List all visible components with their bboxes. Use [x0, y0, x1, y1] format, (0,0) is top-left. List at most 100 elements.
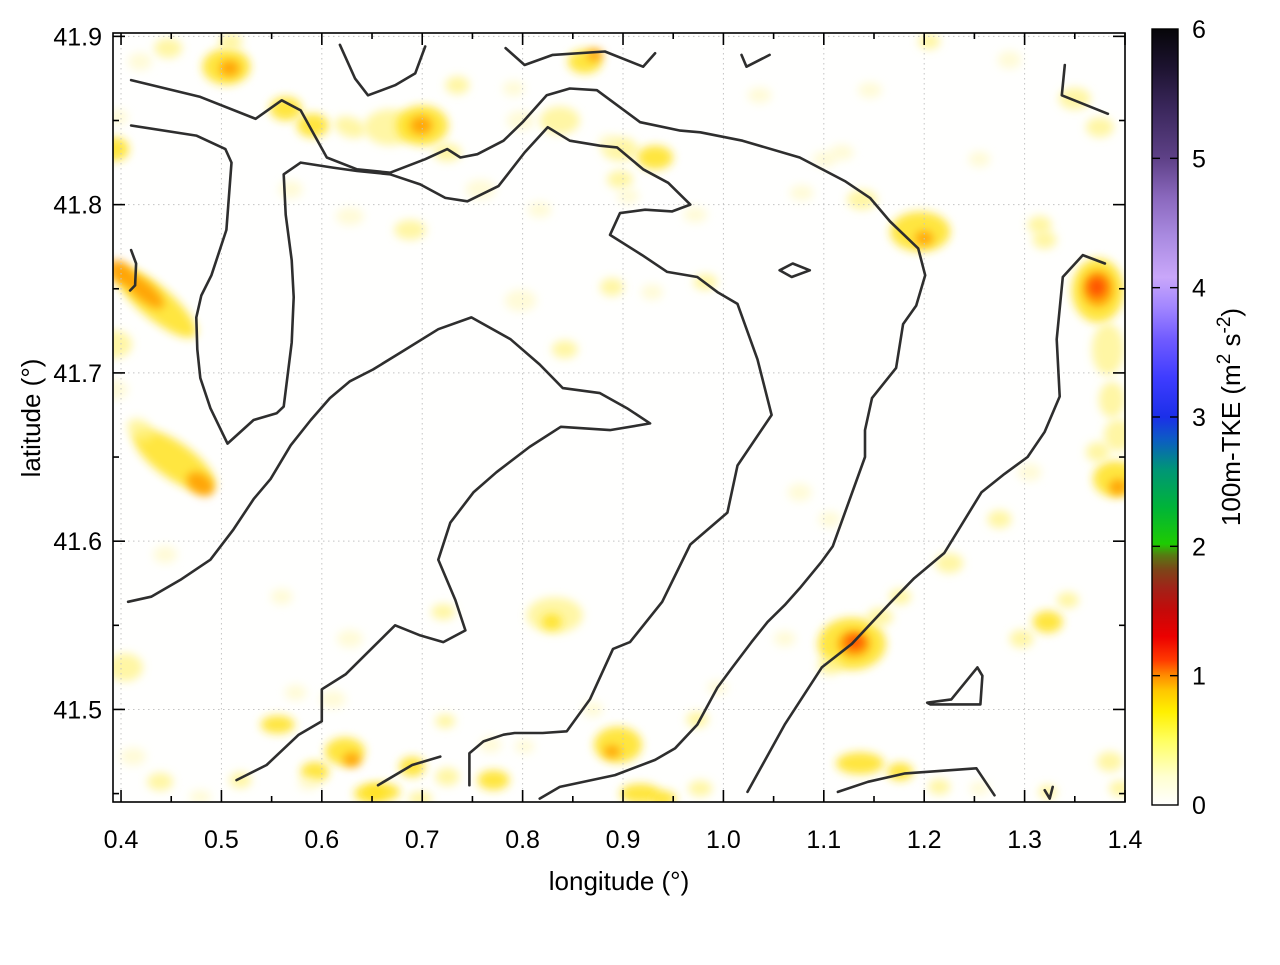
grid-lines — [113, 33, 1125, 802]
heat-blob — [113, 109, 128, 126]
heat-blob — [189, 790, 212, 802]
y-axis-label: latitude (°) — [16, 359, 46, 478]
x-tick-label: 1.1 — [806, 826, 841, 854]
plot-area — [113, 33, 1125, 802]
x-tick-label: 0.8 — [505, 826, 540, 854]
y-tick-label: 41.8 — [53, 192, 102, 220]
heat-blob — [127, 418, 153, 442]
heat-blob — [918, 33, 941, 50]
y-tick-label: 41.7 — [53, 360, 102, 388]
heat-blob — [399, 756, 426, 777]
heat-blob — [336, 629, 363, 648]
x-tick-labels: 0.4 0.5 0.6 0.7 0.8 0.9 1.0 1.1 1.2 1.3 1.4 — [104, 826, 1143, 854]
heat-blob — [968, 151, 991, 168]
heat-blob — [113, 379, 128, 400]
heat-blob — [1017, 463, 1042, 482]
contour-top-squiggle — [504, 46, 657, 68]
heat-blob — [122, 272, 164, 309]
x-tick-label: 0.7 — [405, 826, 440, 854]
heat-blob — [514, 739, 535, 754]
y-tick-label: 41.5 — [53, 697, 102, 725]
heat-blob — [887, 762, 914, 781]
heat-blob — [113, 330, 132, 359]
contour-left-bracket — [128, 248, 138, 292]
axis-ticks — [113, 33, 1126, 802]
contour-small-diamond — [778, 262, 812, 279]
x-tick-label: 0.6 — [304, 826, 339, 854]
heat-blob — [889, 588, 912, 605]
colorbar-label-text: s — [1216, 333, 1246, 353]
heat-blob — [600, 278, 624, 297]
heat-blob — [1027, 215, 1052, 234]
heat-blob — [297, 776, 320, 791]
x-tick-label: 1.3 — [1007, 826, 1042, 854]
heat-blob — [342, 752, 361, 767]
contour-top-notch — [338, 43, 427, 97]
heat-blob — [128, 52, 153, 71]
heat-blob — [817, 656, 842, 675]
heat-blob — [836, 752, 884, 775]
heat-blob — [1032, 231, 1057, 249]
heat-blob — [1009, 629, 1034, 648]
heat-blob — [1109, 479, 1125, 496]
colorbar-label-text: ) — [1216, 308, 1246, 317]
heat-blob — [789, 184, 814, 201]
heat-blob — [260, 715, 295, 734]
heat-blob — [620, 783, 661, 802]
heat-blob — [551, 340, 578, 359]
heat-blob — [1104, 419, 1125, 452]
colorbar-tick-label: 2 — [1192, 533, 1206, 561]
colorbar-label-superscript: -2 — [1214, 317, 1235, 334]
colorbar-tick-label: 3 — [1192, 404, 1206, 432]
colorbar-border — [1151, 28, 1179, 806]
x-tick-label: 0.9 — [606, 826, 641, 854]
heat-blob — [617, 188, 639, 205]
heat-blob — [319, 690, 346, 709]
heat-blob — [637, 145, 674, 170]
contour-outer-ring — [129, 78, 927, 800]
heat-blob — [465, 179, 496, 200]
heat-blob — [858, 82, 882, 99]
heat-blob — [504, 289, 537, 312]
heat-blob — [113, 653, 143, 682]
heat-blob — [594, 726, 642, 763]
plot-border — [112, 32, 1126, 803]
heat-blob — [502, 80, 525, 97]
heat-blob — [278, 180, 303, 199]
colorbar-tick-label: 4 — [1192, 275, 1206, 303]
heat-blob — [527, 201, 552, 218]
x-tick-label: 1.2 — [907, 826, 942, 854]
heat-blob — [477, 770, 510, 791]
contour-pennant — [925, 666, 984, 706]
heat-blob — [1087, 277, 1106, 298]
colorbar-tick-label: 0 — [1192, 792, 1206, 820]
y-tick-labels: 41.5 41.6 41.7 41.8 41.9 — [53, 23, 102, 724]
heat-blob — [284, 684, 307, 701]
heat-blob — [410, 116, 433, 135]
heat-blob — [219, 60, 240, 77]
heat-blob — [747, 87, 772, 104]
y-tick-label: 41.6 — [53, 528, 102, 556]
heat-blob — [1032, 610, 1063, 633]
heat-blob — [607, 170, 633, 189]
colorbar-tick-label: 1 — [1192, 663, 1206, 691]
x-tick-label: 0.4 — [104, 826, 139, 854]
contour-southeast-ridge — [746, 253, 1107, 794]
heat-blob — [604, 745, 620, 758]
heat-blob — [433, 143, 462, 162]
contour-top-small-check — [740, 53, 771, 68]
heat-blob — [435, 767, 460, 786]
colorbar-tick-label: 5 — [1192, 145, 1206, 173]
colorbar-label-text: 100m-TKE (m — [1216, 364, 1246, 526]
heat-blob — [431, 603, 456, 620]
contour-bottom-tiny-mark — [1043, 785, 1054, 800]
colorbar-label: 100m-TKE (m2 s-2) — [1214, 308, 1246, 526]
heat-blob — [997, 50, 1022, 69]
x-tick-label: 1.4 — [1108, 826, 1143, 854]
heat-blob — [987, 510, 1012, 529]
heat-blob — [445, 76, 470, 95]
heat-blob — [335, 207, 364, 226]
